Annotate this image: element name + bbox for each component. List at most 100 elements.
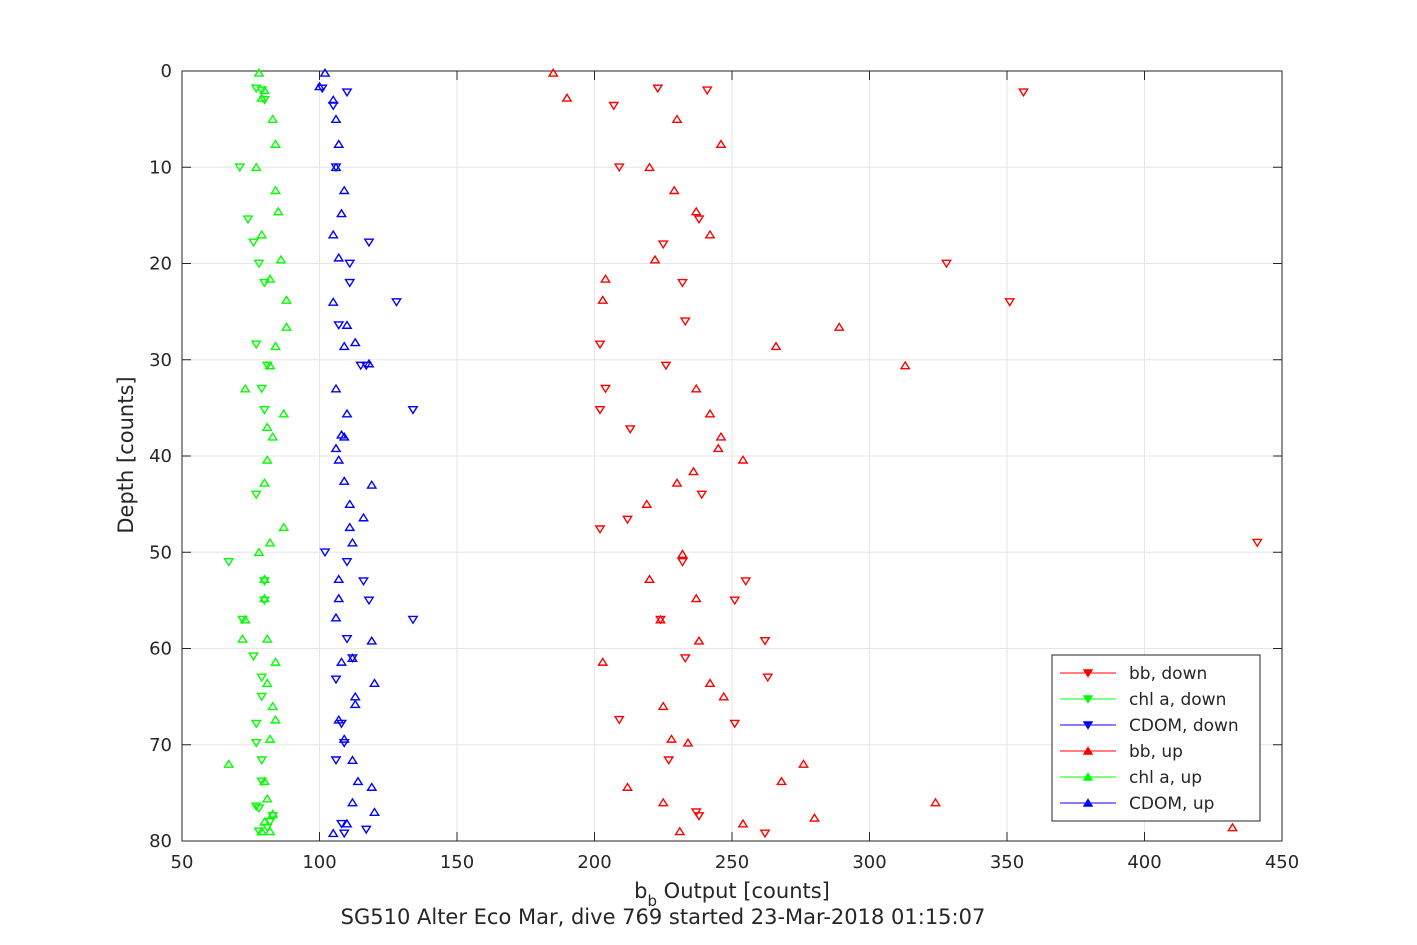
legend-marker: [1082, 695, 1094, 704]
legend-marker: [1082, 669, 1094, 678]
data-point: [347, 653, 358, 662]
x-tick-label: 50: [171, 852, 194, 873]
data-point: [660, 361, 672, 371]
data-point: [930, 797, 941, 807]
data-point: [693, 635, 705, 645]
data-point: [652, 84, 664, 94]
data-point: [237, 633, 248, 643]
data-point: [1227, 822, 1238, 832]
legend-marker: [1082, 798, 1094, 807]
data-point: [264, 817, 276, 827]
x-tick-label: 400: [1127, 852, 1161, 873]
data-point: [349, 691, 361, 701]
x-axis-label-subscript: b: [647, 892, 657, 910]
data-point: [597, 657, 609, 666]
data-point: [352, 776, 364, 786]
data-point: [341, 408, 353, 418]
data-point: [250, 162, 262, 172]
data-point: [264, 537, 276, 547]
data-point: [330, 162, 342, 172]
legend-item[interactable]: CDOM, up: [1060, 794, 1214, 814]
data-point: [261, 422, 273, 431]
legend-label: CDOM, down: [1129, 716, 1239, 736]
data-point: [407, 615, 419, 625]
legend-item[interactable]: chl a, up: [1060, 768, 1202, 788]
data-point: [704, 678, 716, 687]
data-point: [547, 68, 559, 77]
data-point: [338, 476, 350, 485]
legend-item[interactable]: CDOM, down: [1060, 716, 1239, 736]
data-point: [259, 577, 270, 587]
legend-item[interactable]: chl a, down: [1060, 690, 1226, 710]
data-point: [657, 701, 669, 711]
data-point: [696, 490, 708, 500]
data-point: [267, 114, 279, 123]
data-point: [272, 206, 284, 216]
legend-marker: [1082, 746, 1094, 755]
data-point: [715, 431, 727, 441]
data-point: [369, 807, 380, 816]
data-point: [259, 596, 270, 606]
data-point: [671, 478, 683, 487]
data-point: [712, 443, 724, 453]
data-point: [677, 549, 688, 559]
legend-item[interactable]: bb, up: [1060, 742, 1183, 762]
data-point: [704, 408, 716, 418]
data-point: [407, 405, 419, 415]
data-point: [561, 93, 573, 102]
data-point: [341, 320, 353, 329]
data-point: [316, 84, 328, 94]
data-point: [264, 274, 276, 283]
legend-item[interactable]: bb, down: [1060, 664, 1207, 684]
data-point: [267, 431, 279, 441]
x-tick-label: 450: [1265, 852, 1299, 873]
y-tick-label: 10: [149, 157, 172, 178]
data-point: [594, 525, 606, 535]
data-point: [688, 466, 699, 476]
data-point: [261, 361, 273, 371]
series-cdom-up: [314, 68, 380, 838]
legend[interactable]: bb, down chl a, down CDOM, down bb, up chl a…: [1051, 654, 1261, 822]
data-point: [740, 577, 752, 587]
data-point: [319, 68, 331, 77]
data-point: [349, 337, 361, 347]
data-point: [693, 215, 705, 225]
data-point: [644, 574, 655, 584]
data-point: [622, 515, 633, 525]
data-point: [1251, 538, 1263, 548]
data-point: [690, 206, 702, 216]
data-point: [366, 479, 378, 489]
data-point: [259, 593, 270, 603]
data-point: [267, 809, 279, 818]
data-point: [663, 756, 675, 766]
data-point: [729, 719, 741, 729]
data-point: [677, 558, 688, 567]
tick-labels: 50 100 150 200 250 300 350 400 450 0 10 20 30 40 50 60 7…: [149, 61, 1299, 873]
data-point: [363, 596, 375, 606]
data-point: [671, 114, 683, 123]
data-point: [250, 719, 262, 729]
data-point: [256, 756, 268, 766]
data-point: [270, 714, 281, 724]
data-point: [223, 558, 235, 567]
data-point: [344, 499, 356, 508]
data-point: [363, 238, 375, 248]
data-point: [248, 238, 259, 248]
data-point: [759, 636, 771, 646]
axes: [181, 70, 1283, 842]
data-point: [622, 782, 633, 791]
data-point: [267, 812, 279, 821]
data-point: [261, 633, 273, 643]
data-point: [267, 701, 279, 711]
legend-label: bb, down: [1129, 664, 1207, 684]
data-point: [624, 425, 636, 434]
data-point: [729, 596, 741, 606]
x-axis-label-rest: Output [counts]: [657, 879, 830, 903]
data-point: [693, 812, 705, 821]
legend-marker: [1082, 721, 1094, 730]
data-point: [330, 612, 342, 622]
data-point: [264, 360, 276, 370]
y-tick-label: 80: [149, 831, 172, 852]
data-point: [281, 295, 292, 304]
data-point: [330, 443, 342, 453]
